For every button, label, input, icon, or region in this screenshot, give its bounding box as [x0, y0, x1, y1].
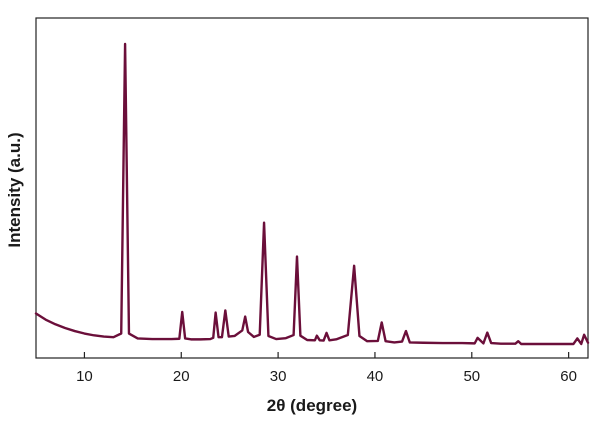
x-tick-label: 60 — [560, 368, 577, 385]
x-tick-label: 50 — [463, 368, 480, 385]
plot-frame — [35, 17, 589, 359]
x-tick-label: 30 — [270, 368, 287, 385]
marks-layer: 10 20 30 40 50 60 — [34, 17, 590, 385]
x-tick-label: 10 — [76, 368, 93, 385]
x-axis-title: 2θ (degree) — [267, 396, 357, 415]
xrd-pattern-line — [34, 42, 590, 346]
x-tick-label: 20 — [173, 368, 190, 385]
y-axis-title: Intensity (a.u.) — [5, 132, 24, 247]
x-tick-label: 40 — [367, 368, 384, 385]
